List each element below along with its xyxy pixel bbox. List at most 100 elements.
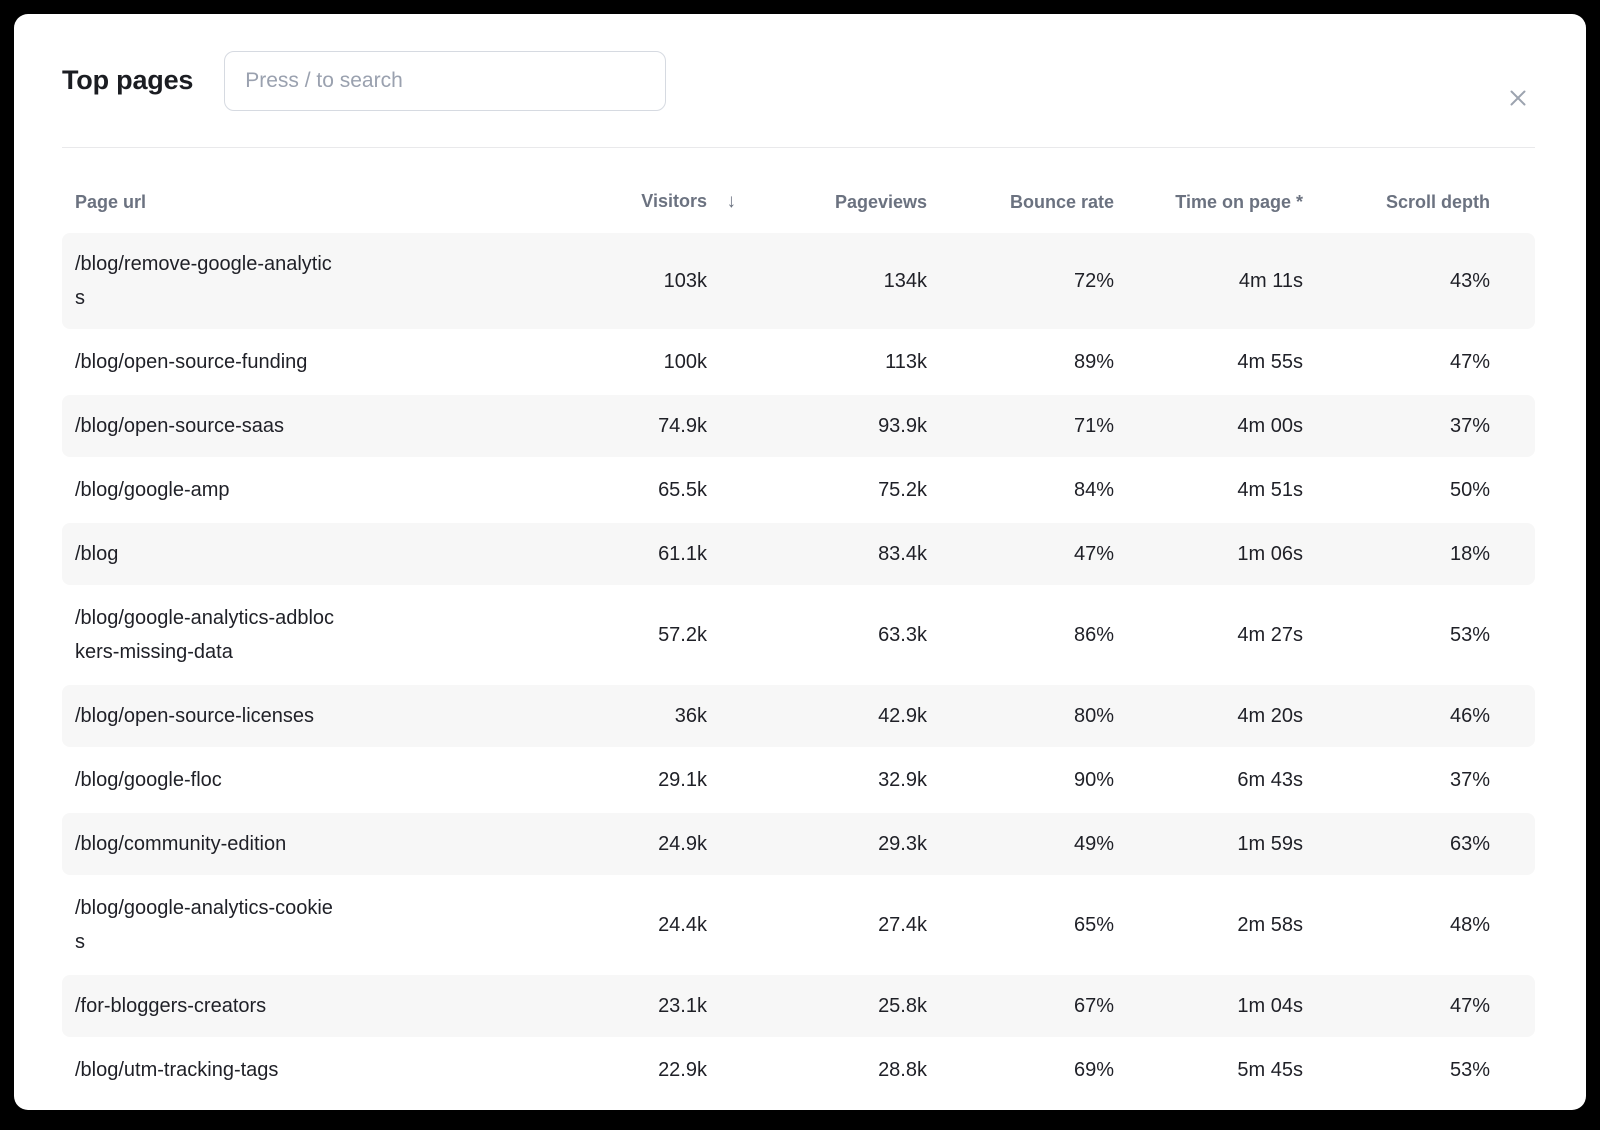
scroll-depth-value: 48% bbox=[1449, 914, 1490, 936]
time-on-page-value: 2m 58s bbox=[1237, 914, 1303, 936]
sort-descending-icon: ↓ bbox=[726, 191, 737, 212]
time-on-page-value: 4m 11s bbox=[1238, 270, 1303, 292]
bounce-rate-value: 49% bbox=[1073, 833, 1114, 855]
scroll-depth-value: 47% bbox=[1449, 995, 1490, 1017]
page-url-link[interactable]: /blog/google-analytics-adblockers-missin… bbox=[75, 607, 335, 663]
time-on-page-value: 6m 43s bbox=[1237, 769, 1303, 791]
visitors-value: 100k bbox=[663, 351, 707, 373]
column-header-bounce-rate[interactable]: Bounce rate bbox=[1009, 192, 1114, 212]
table-header-row: Page url Visitors ↓ Pageviews Bounce rat… bbox=[62, 148, 1535, 233]
scroll-depth-value: 63% bbox=[1449, 833, 1490, 855]
bounce-rate-value: 89% bbox=[1073, 351, 1114, 373]
pageviews-value: 83.4k bbox=[878, 543, 927, 565]
search-input[interactable] bbox=[224, 50, 667, 111]
visitors-value: 65.5k bbox=[658, 479, 707, 501]
table-row: /blog/open-source-funding 100k 113k 89% … bbox=[62, 331, 1535, 393]
page-url-link[interactable]: /blog/community-edition bbox=[75, 833, 287, 855]
column-header-visitors[interactable]: Visitors ↓ bbox=[337, 191, 736, 213]
page-url-link[interactable]: /blog/open-source-funding bbox=[75, 351, 308, 373]
table-row: /blog 61.1k 83.4k 47% 1m 06s 18% bbox=[62, 523, 1535, 585]
visitors-value: 103k bbox=[663, 270, 707, 292]
table-row: /blog/open-source-saas 74.9k 93.9k 71% 4… bbox=[62, 395, 1535, 457]
table-row: /blog/google-analytics-cookies 24.4k 27.… bbox=[62, 877, 1535, 973]
page-url-link[interactable]: /blog/google-amp bbox=[75, 479, 230, 501]
page-url-link[interactable]: /for-bloggers-creators bbox=[75, 995, 267, 1017]
scroll-depth-value: 37% bbox=[1449, 769, 1490, 791]
time-on-page-value: 1m 04s bbox=[1237, 995, 1303, 1017]
scroll-depth-value: 50% bbox=[1449, 479, 1490, 501]
visitors-value: 57.2k bbox=[658, 624, 707, 646]
scroll-depth-value: 43% bbox=[1449, 270, 1490, 292]
column-header-scroll-depth[interactable]: Scroll depth bbox=[1385, 192, 1490, 212]
scroll-depth-value: 46% bbox=[1449, 705, 1490, 727]
pageviews-value: 42.9k bbox=[878, 705, 927, 727]
page-url-link[interactable]: /blog/utm-tracking-tags bbox=[75, 1059, 279, 1081]
column-header-pageviews[interactable]: Pageviews bbox=[834, 192, 927, 212]
page-url-link[interactable]: /blog/open-source-licenses bbox=[75, 705, 315, 727]
bounce-rate-value: 90% bbox=[1073, 769, 1114, 791]
table-row: /blog/utm-tracking-tags 22.9k 28.8k 69% … bbox=[62, 1039, 1535, 1101]
table-row: /blog/google-analytics-adblockers-missin… bbox=[62, 587, 1535, 683]
column-header-page-url: Page url bbox=[75, 192, 147, 212]
visitors-value: 61.1k bbox=[658, 543, 707, 565]
pageviews-value: 28.8k bbox=[878, 1059, 927, 1081]
table-row: /blog/open-source-licenses 36k 42.9k 80%… bbox=[62, 685, 1535, 747]
pageviews-value: 27.4k bbox=[878, 914, 927, 936]
scroll-depth-value: 53% bbox=[1449, 1059, 1490, 1081]
column-header-time-on-page[interactable]: Time on page * bbox=[1175, 192, 1303, 212]
bounce-rate-value: 86% bbox=[1073, 624, 1114, 646]
bounce-rate-value: 47% bbox=[1073, 543, 1114, 565]
visitors-value: 24.9k bbox=[658, 833, 707, 855]
page-url-link[interactable]: /blog/google-floc bbox=[75, 769, 222, 791]
pageviews-value: 75.2k bbox=[878, 479, 927, 501]
visitors-value: 24.4k bbox=[658, 914, 707, 936]
bounce-rate-value: 67% bbox=[1073, 995, 1114, 1017]
scroll-depth-value: 53% bbox=[1449, 624, 1490, 646]
visitors-value: 74.9k bbox=[658, 415, 707, 437]
close-button[interactable] bbox=[1501, 81, 1535, 115]
visitors-value: 23.1k bbox=[658, 995, 707, 1017]
pageviews-value: 29.3k bbox=[878, 833, 927, 855]
pageviews-value: 32.9k bbox=[878, 769, 927, 791]
visitors-value: 36k bbox=[674, 705, 707, 727]
column-header-visitors-label: Visitors bbox=[641, 191, 707, 211]
time-on-page-value: 4m 55s bbox=[1237, 351, 1303, 373]
modal-header: Top pages bbox=[14, 14, 1586, 147]
time-on-page-value: 4m 27s bbox=[1237, 624, 1303, 646]
bounce-rate-value: 71% bbox=[1073, 415, 1114, 437]
header-divider bbox=[62, 147, 1535, 148]
pageviews-value: 63.3k bbox=[878, 624, 927, 646]
page-url-link[interactable]: /blog/open-source-saas bbox=[75, 415, 285, 437]
bounce-rate-value: 80% bbox=[1073, 705, 1114, 727]
scroll-depth-value: 18% bbox=[1449, 543, 1490, 565]
table-row: /blog/community-edition 24.9k 29.3k 49% … bbox=[62, 813, 1535, 875]
visitors-value: 22.9k bbox=[658, 1059, 707, 1081]
bounce-rate-value: 69% bbox=[1073, 1059, 1114, 1081]
table-row: /for-bloggers-creators 23.1k 25.8k 67% 1… bbox=[62, 975, 1535, 1037]
table-row: /blog/remove-google-analytics 103k 134k … bbox=[62, 233, 1535, 329]
bounce-rate-value: 84% bbox=[1073, 479, 1114, 501]
table-row: /blog/google-amp 65.5k 75.2k 84% 4m 51s … bbox=[62, 459, 1535, 521]
time-on-page-value: 4m 51s bbox=[1237, 479, 1303, 501]
table-body: /blog/remove-google-analytics 103k 134k … bbox=[62, 233, 1535, 1101]
table-row: /blog/google-floc 29.1k 32.9k 90% 6m 43s… bbox=[62, 749, 1535, 811]
page-url-link[interactable]: /blog/google-analytics-cookies bbox=[75, 897, 333, 953]
pageviews-value: 93.9k bbox=[878, 415, 927, 437]
page-url-link[interactable]: /blog/remove-google-analytics bbox=[75, 253, 332, 309]
pageviews-value: 113k bbox=[885, 351, 927, 373]
bounce-rate-value: 65% bbox=[1073, 914, 1114, 936]
visitors-value: 29.1k bbox=[658, 769, 707, 791]
pageviews-value: 25.8k bbox=[878, 995, 927, 1017]
close-icon bbox=[1510, 90, 1526, 106]
scroll-depth-value: 37% bbox=[1449, 415, 1490, 437]
top-pages-modal: Top pages Page url Visitors ↓ Pageviews … bbox=[14, 14, 1586, 1110]
time-on-page-value: 1m 59s bbox=[1237, 833, 1303, 855]
scroll-depth-value: 47% bbox=[1449, 351, 1490, 373]
bounce-rate-value: 72% bbox=[1073, 270, 1114, 292]
time-on-page-value: 1m 06s bbox=[1237, 543, 1303, 565]
top-pages-table: Page url Visitors ↓ Pageviews Bounce rat… bbox=[14, 148, 1586, 1101]
page-url-link[interactable]: /blog bbox=[75, 543, 119, 565]
pageviews-value: 134k bbox=[883, 270, 927, 292]
time-on-page-value: 5m 45s bbox=[1237, 1059, 1303, 1081]
page-title: Top pages bbox=[62, 65, 194, 95]
